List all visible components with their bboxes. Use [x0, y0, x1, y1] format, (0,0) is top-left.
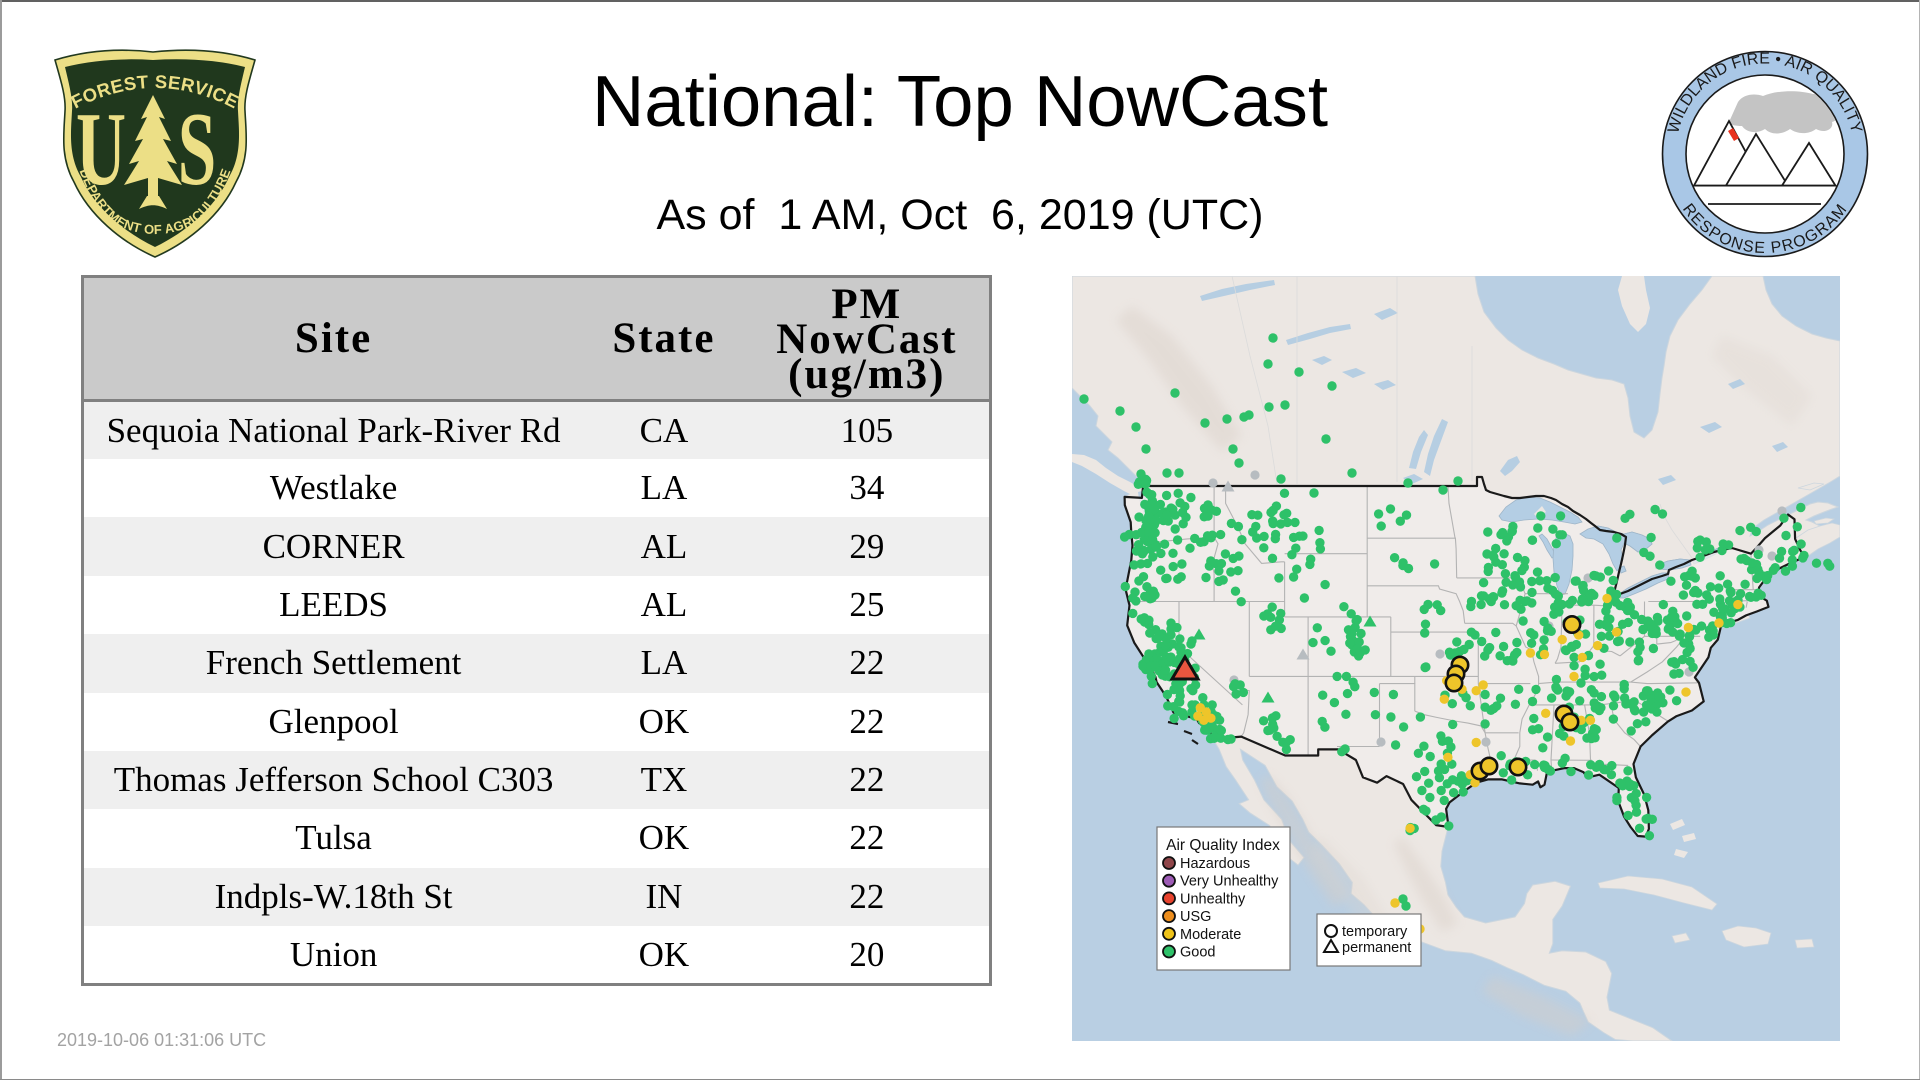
svg-text:Unhealthy: Unhealthy: [1180, 891, 1246, 907]
svg-text:Very Unhealthy: Very Unhealthy: [1180, 874, 1279, 890]
svg-text:permanent: permanent: [1342, 940, 1411, 956]
svg-text:S: S: [178, 92, 217, 208]
svg-text:Air Quality Index: Air Quality Index: [1166, 837, 1280, 854]
svg-text:U: U: [76, 92, 126, 208]
svg-text:Good: Good: [1180, 945, 1215, 961]
svg-text:Moderate: Moderate: [1180, 927, 1241, 943]
svg-text:temporary: temporary: [1342, 924, 1408, 940]
svg-text:Hazardous: Hazardous: [1180, 856, 1250, 872]
svg-text:USG: USG: [1180, 909, 1211, 925]
